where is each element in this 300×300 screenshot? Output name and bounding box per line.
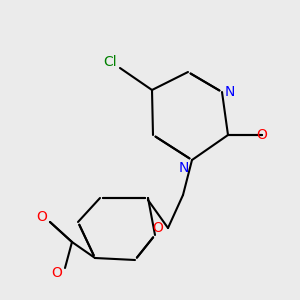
Text: O: O bbox=[153, 221, 164, 235]
Text: O: O bbox=[256, 128, 267, 142]
Text: N: N bbox=[179, 161, 189, 175]
Text: O: O bbox=[52, 266, 62, 280]
Text: O: O bbox=[37, 210, 47, 224]
Text: N: N bbox=[225, 85, 235, 99]
Text: Cl: Cl bbox=[103, 55, 117, 69]
